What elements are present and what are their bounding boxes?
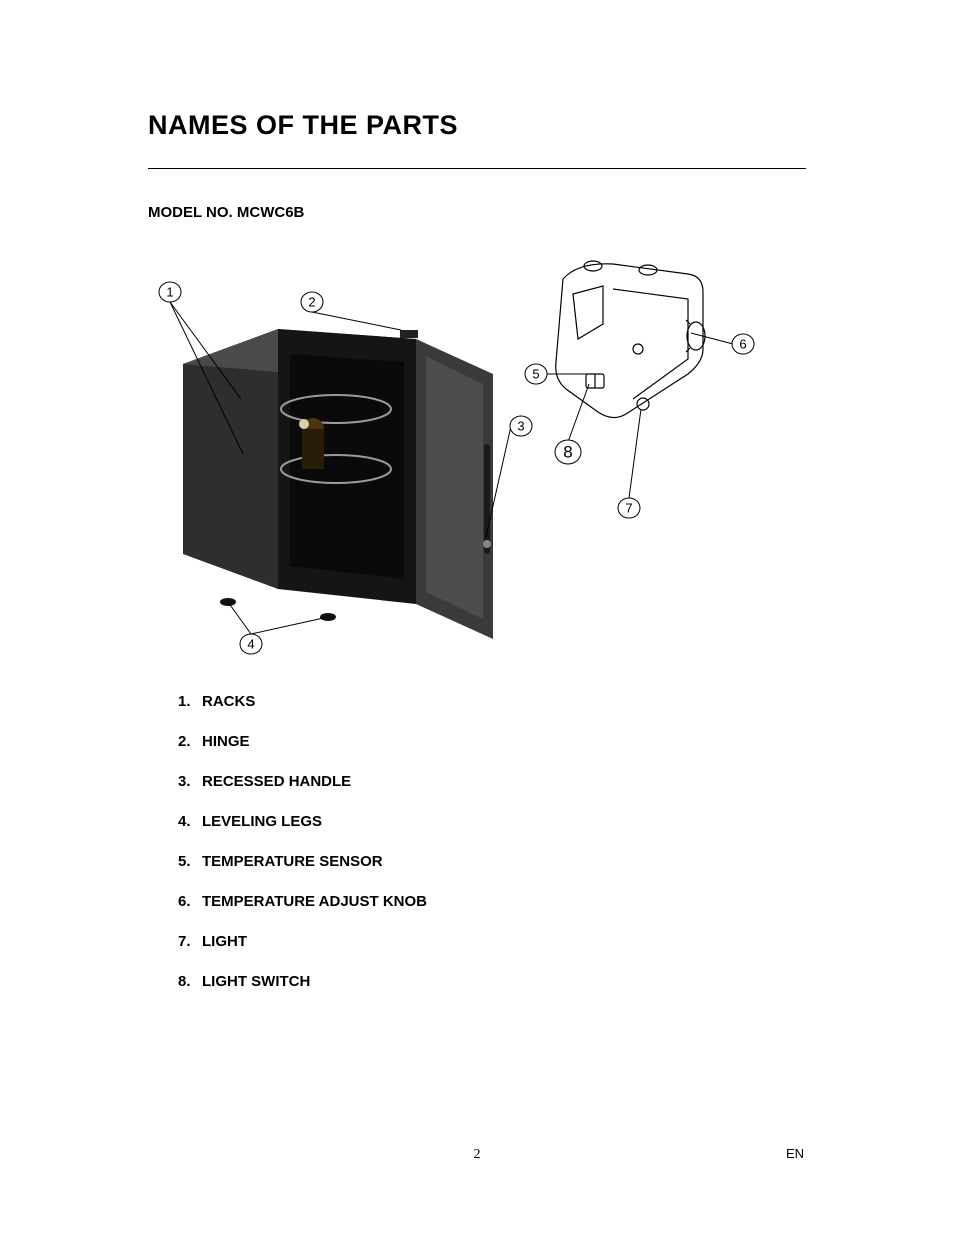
svg-text:8: 8	[563, 443, 572, 462]
part-number: 6.	[178, 893, 202, 910]
part-label: HINGE	[202, 733, 250, 750]
model-number: MODEL NO. MCWC6B	[148, 204, 304, 221]
part-label: RECESSED HANDLE	[202, 773, 351, 790]
part-number: 4.	[178, 813, 202, 830]
svg-text:5: 5	[532, 367, 539, 382]
part-number: 2.	[178, 733, 202, 750]
callout-5: 5	[525, 364, 547, 384]
svg-text:3: 3	[517, 419, 524, 434]
svg-text:4: 4	[247, 637, 254, 652]
callout-4: 4	[240, 634, 262, 654]
parts-list: 1.RACKS 2.HINGE 3.RECESSED HANDLE 4.LEVELIN…	[178, 693, 427, 1013]
part-label: TEMPERATURE ADJUST KNOB	[202, 893, 427, 910]
callout-1: 1	[159, 282, 181, 302]
parts-list-item: 8.LIGHT SWITCH	[178, 973, 427, 990]
svg-text:1: 1	[166, 285, 173, 300]
part-label: RACKS	[202, 693, 255, 710]
page: NAMES OF THE PARTS MODEL NO. MCWC6B	[0, 0, 954, 1235]
part-label: LIGHT	[202, 933, 247, 950]
language-code: EN	[786, 1146, 804, 1161]
page-title: NAMES OF THE PARTS	[148, 110, 458, 141]
parts-list-item: 7.LIGHT	[178, 933, 427, 950]
parts-list-item: 3.RECESSED HANDLE	[178, 773, 427, 790]
part-label: LEVELING LEGS	[202, 813, 322, 830]
part-number: 3.	[178, 773, 202, 790]
svg-text:2: 2	[308, 295, 315, 310]
control-panel-detail	[556, 261, 705, 418]
callout-8: 8	[555, 440, 581, 464]
svg-text:6: 6	[739, 337, 746, 352]
callout-3: 3	[510, 416, 532, 436]
callout-7: 7	[618, 498, 640, 518]
part-number: 8.	[178, 973, 202, 990]
callout-6: 6	[732, 334, 754, 354]
part-label: LIGHT SWITCH	[202, 973, 310, 990]
part-number: 1.	[178, 693, 202, 710]
parts-list-item: 2.HINGE	[178, 733, 427, 750]
parts-list-item: 6.TEMPERATURE ADJUST KNOB	[178, 893, 427, 910]
parts-list-item: 4.LEVELING LEGS	[178, 813, 427, 830]
cooler-body	[183, 329, 493, 639]
page-number: 2	[0, 1147, 954, 1163]
parts-diagram: 1 2 3 4 5 6 7 8	[148, 244, 760, 664]
parts-list-item: 1.RACKS	[178, 693, 427, 710]
part-number: 5.	[178, 853, 202, 870]
part-number: 7.	[178, 933, 202, 950]
horizontal-rule	[148, 168, 806, 169]
part-label: TEMPERATURE SENSOR	[202, 853, 383, 870]
callout-2: 2	[301, 292, 323, 312]
svg-text:7: 7	[625, 501, 632, 516]
parts-list-item: 5.TEMPERATURE SENSOR	[178, 853, 427, 870]
